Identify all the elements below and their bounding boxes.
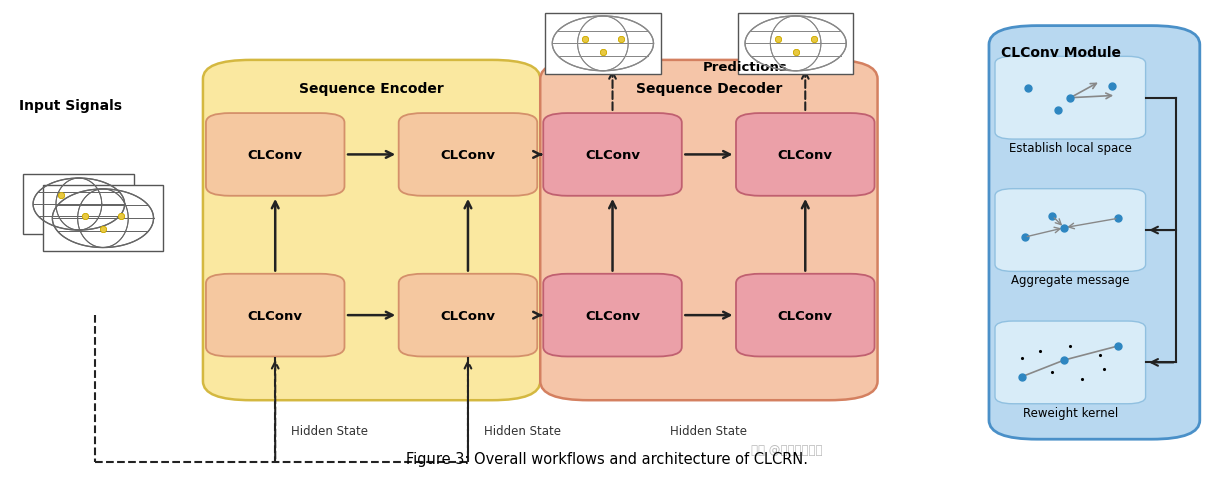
FancyBboxPatch shape: [42, 186, 164, 252]
Text: Predictions: Predictions: [702, 61, 787, 74]
FancyBboxPatch shape: [203, 61, 540, 400]
Text: Figure 3: Overall workflows and architecture of CLCRN.: Figure 3: Overall workflows and architec…: [405, 451, 808, 467]
FancyBboxPatch shape: [206, 114, 344, 196]
FancyBboxPatch shape: [540, 61, 877, 400]
FancyBboxPatch shape: [399, 114, 537, 196]
Text: CLConv: CLConv: [440, 149, 495, 162]
Text: Sequence Encoder: Sequence Encoder: [300, 82, 444, 96]
Text: Reweight kernel: Reweight kernel: [1023, 406, 1118, 419]
FancyBboxPatch shape: [543, 114, 682, 196]
Text: Establish local space: Establish local space: [1009, 142, 1132, 155]
Text: 知乎 @西南交一枝花: 知乎 @西南交一枝花: [751, 444, 822, 456]
FancyBboxPatch shape: [995, 189, 1145, 272]
Text: CLConv Module: CLConv Module: [1001, 46, 1121, 60]
Text: Input Signals: Input Signals: [19, 98, 123, 112]
FancyBboxPatch shape: [545, 14, 661, 74]
FancyBboxPatch shape: [23, 175, 135, 234]
Text: CLConv: CLConv: [247, 149, 303, 162]
FancyBboxPatch shape: [995, 57, 1145, 140]
Text: CLConv: CLConv: [778, 309, 833, 322]
Text: CLConv: CLConv: [440, 309, 495, 322]
Text: CLConv: CLConv: [247, 309, 303, 322]
Text: Aggregate message: Aggregate message: [1012, 274, 1129, 287]
FancyBboxPatch shape: [995, 322, 1145, 404]
Text: Hidden State: Hidden State: [671, 424, 747, 437]
FancyBboxPatch shape: [989, 26, 1200, 439]
Text: CLConv: CLConv: [585, 309, 640, 322]
Text: CLConv: CLConv: [585, 149, 640, 162]
FancyBboxPatch shape: [738, 14, 854, 74]
Text: CLConv: CLConv: [778, 149, 833, 162]
FancyBboxPatch shape: [736, 114, 875, 196]
Text: Hidden State: Hidden State: [291, 424, 368, 437]
FancyBboxPatch shape: [206, 274, 344, 357]
Text: Hidden State: Hidden State: [484, 424, 560, 437]
FancyBboxPatch shape: [399, 274, 537, 357]
FancyBboxPatch shape: [543, 274, 682, 357]
FancyBboxPatch shape: [736, 274, 875, 357]
Text: Sequence Decoder: Sequence Decoder: [636, 82, 782, 96]
